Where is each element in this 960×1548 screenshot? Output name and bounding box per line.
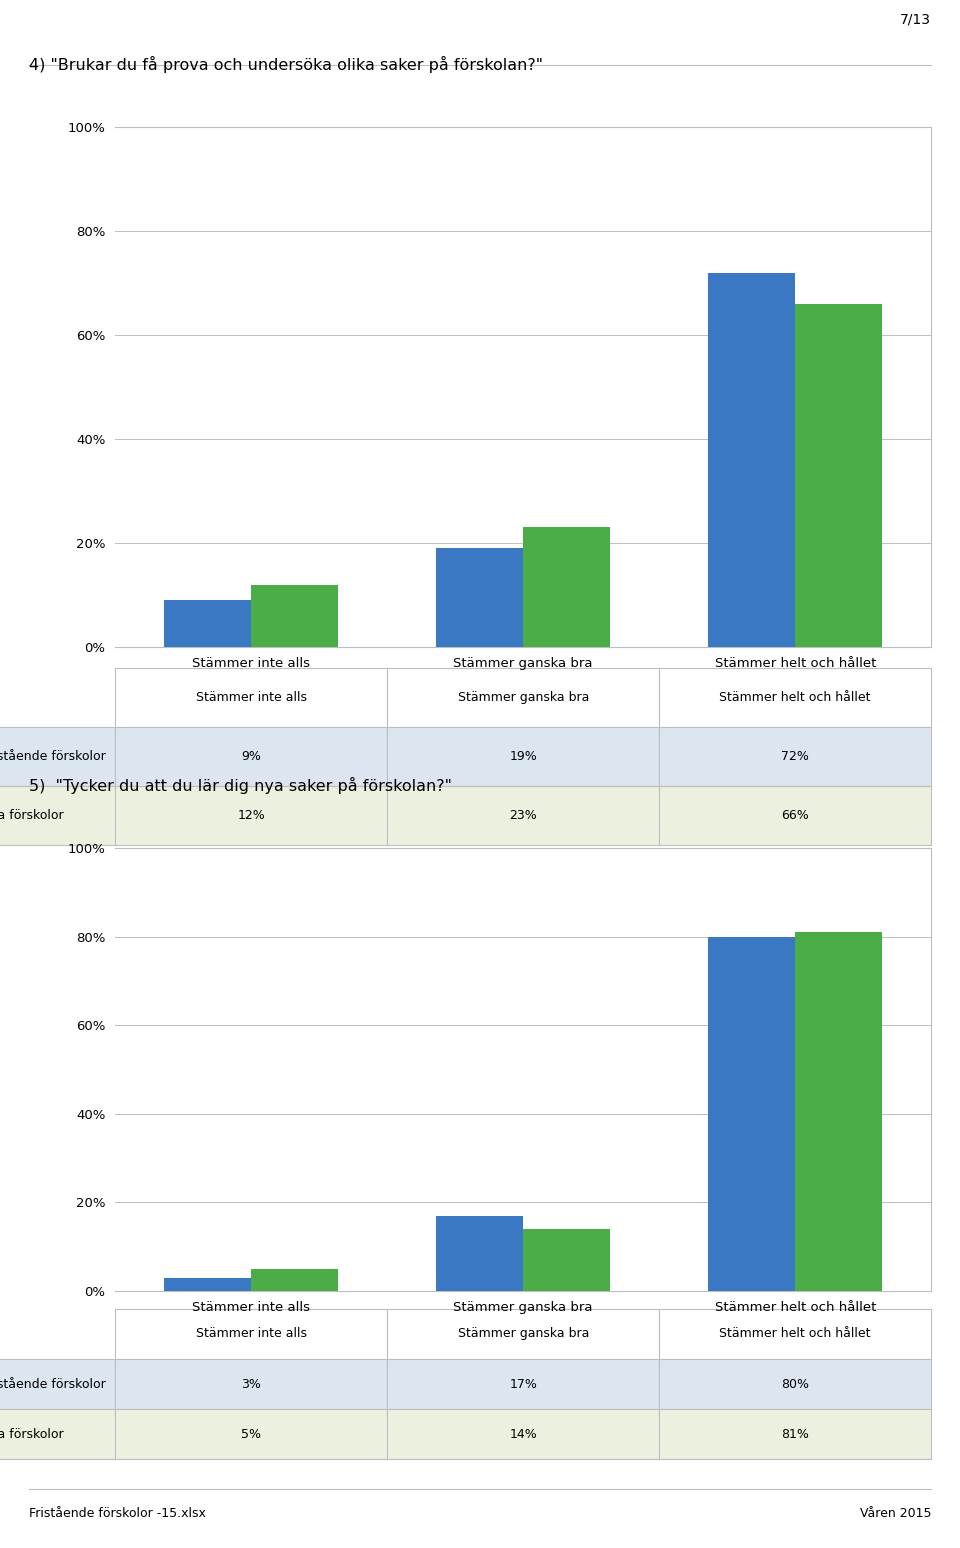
Text: 7/13: 7/13	[900, 12, 931, 26]
Bar	[252, 585, 338, 647]
Bar	[436, 548, 523, 647]
Bar	[795, 932, 882, 1291]
Bar	[708, 272, 795, 647]
Text: 5)  "Tycker du att du lär dig nya saker på förskolan?": 5) "Tycker du att du lär dig nya saker p…	[29, 777, 451, 794]
Bar	[164, 601, 252, 647]
Text: 4) "Brukar du få prova och undersöka olika saker på förskolan?": 4) "Brukar du få prova och undersöka oli…	[29, 56, 542, 73]
Bar	[795, 303, 882, 647]
Bar	[523, 528, 611, 647]
Text: Våren 2015: Våren 2015	[860, 1508, 931, 1520]
Bar	[436, 1215, 523, 1291]
Bar	[164, 1277, 252, 1291]
Bar	[252, 1269, 338, 1291]
Text: Fristående förskolor -15.xlsx: Fristående förskolor -15.xlsx	[29, 1508, 205, 1520]
Bar	[708, 937, 795, 1291]
Bar	[523, 1229, 611, 1291]
